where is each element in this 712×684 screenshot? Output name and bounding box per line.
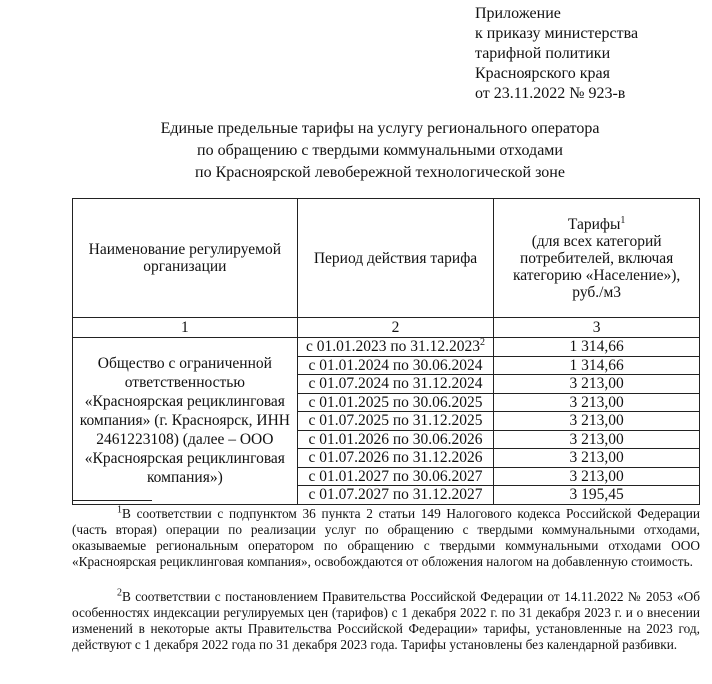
header-period: Период действия тарифа: [296, 198, 495, 318]
appendix-line: Приложение: [475, 5, 561, 22]
period-text: с 01.01.2024 по 30.06.2024: [308, 356, 483, 374]
period-cell: с 01.07.2024 по 31.12.2024: [296, 374, 495, 394]
period-cell: с 01.07.2025 по 31.12.2025: [296, 411, 495, 431]
period-text: с 01.07.2027 по 31.12.2027: [308, 486, 483, 504]
period-text: с 01.01.2026 по 30.06.2026: [308, 430, 483, 448]
title-line: по обращению с твердыми коммунальными от…: [197, 142, 563, 159]
footnote-mark: 1: [117, 504, 122, 516]
column-number: 3: [493, 317, 700, 338]
header-organization: Наименование регулируемой организации: [72, 198, 298, 318]
footnote-2: 2В соответствии с постановлением Правите…: [72, 587, 700, 653]
tariff-cell: 3 213,00: [493, 466, 700, 486]
period-text: с 01.01.2023 по 31.12.2023: [305, 338, 481, 356]
period-cell: с 01.01.2025 по 30.06.2025: [296, 392, 495, 412]
footnote-ref: 2: [480, 337, 486, 349]
tariff-cell: 3 213,00: [493, 448, 700, 468]
period-text: с 01.07.2025 по 31.12.2025: [308, 412, 483, 430]
period-cell: с 01.01.2027 по 30.06.2027: [296, 466, 495, 486]
document-title: Единые предельные тарифы на услугу регио…: [60, 118, 700, 184]
column-number: 2: [296, 317, 495, 338]
footnote-1: 1В соответствии с подпунктом 36 пункта 2…: [72, 504, 700, 570]
table-row: с 01.07.2027 по 31.12.2027 3 195,45: [73, 485, 700, 505]
period-text: с 01.01.2027 по 30.06.2027: [308, 467, 483, 485]
period-text: с 01.07.2026 по 31.12.2026: [308, 449, 483, 467]
period-cell: с 01.01.2024 по 30.06.2024: [296, 355, 495, 375]
column-number-row: 1 2 3: [72, 317, 700, 338]
column-number: 1: [72, 317, 298, 338]
table-row: с 01.01.2025 по 30.06.2025 3 213,00: [73, 392, 700, 412]
table-row: Общество с ограниченной ответственностью…: [72, 337, 700, 505]
appendix-line: тарифной политики: [475, 45, 611, 62]
table-header-row: Наименование регулируемой организации Пе…: [72, 198, 700, 318]
appendix-header: Приложение к приказу министерства тарифн…: [475, 4, 638, 104]
footnote-divider: [72, 500, 152, 501]
header-tariff-desc: (для всех категорий потребителей, включа…: [513, 232, 681, 301]
title-line: по Красноярской левобережной технологиче…: [195, 164, 565, 181]
appendix-line: от 23.11.2022 № 923-в: [475, 85, 626, 102]
period-text: с 01.01.2025 по 30.06.2025: [308, 393, 483, 411]
tariff-cell: 3 213,00: [493, 411, 700, 431]
organization-cell: Общество с ограниченной ответственностью…: [72, 337, 298, 505]
appendix-line: к приказу министерства: [475, 25, 639, 42]
tariff-cell: 3 195,45: [493, 485, 700, 505]
appendix-line: Красноярского края: [475, 65, 610, 82]
header-tariff-title: Тарифы: [567, 215, 621, 233]
footnote-mark: 2: [117, 587, 122, 599]
tariff-cell: 3 213,00: [493, 429, 700, 449]
footnote-ref: 1: [620, 214, 626, 226]
period-cell: с 01.01.2026 по 30.06.2026: [296, 429, 495, 449]
table-row: с 01.01.2026 по 30.06.2026 3 213,00: [73, 429, 700, 449]
period-text: с 01.07.2024 по 31.12.2024: [308, 375, 483, 393]
title-line: Единые предельные тарифы на услугу регио…: [160, 120, 600, 137]
table-row: с 01.01.2027 по 30.06.2027 3 213,00: [73, 466, 700, 486]
period-cell: с 01.01.2023 по 31.12.20232: [296, 337, 495, 357]
header-tariff: Тарифы1 (для всех категорий потребителей,…: [493, 198, 700, 318]
tariff-cell: 3 213,00: [493, 392, 700, 412]
tariff-table: Наименование регулируемой организации Пе…: [72, 198, 700, 505]
footnote-text: В соответствии с постановлением Правител…: [72, 589, 700, 652]
period-cell: с 01.07.2027 по 31.12.2027: [296, 485, 495, 505]
tariff-cell: 3 213,00: [493, 374, 700, 394]
footnote-text: В соответствии с подпунктом 36 пункта 2 …: [72, 506, 700, 569]
tariff-cell: 1 314,66: [493, 355, 700, 375]
tariff-cell: 1 314,66: [493, 337, 700, 357]
period-cell: с 01.07.2026 по 31.12.2026: [296, 448, 495, 468]
